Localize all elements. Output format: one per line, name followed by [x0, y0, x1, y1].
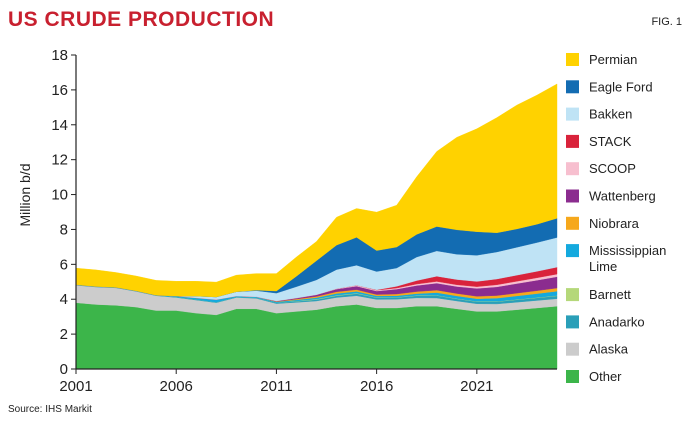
y-tick-label: 16: [51, 82, 68, 99]
legend-item-scoop: SCOOP: [566, 161, 636, 176]
legend-label: SCOOP: [589, 161, 636, 176]
x-tick-label: 2001: [59, 378, 92, 395]
legend-swatch: [566, 216, 579, 230]
x-tick-label: 2021: [460, 378, 493, 395]
legend-label: Mississippian: [589, 243, 666, 258]
legend-label: Barnett: [589, 287, 631, 302]
legend-label: STACK: [589, 134, 632, 149]
legend-label: Anadarko: [589, 314, 645, 329]
area-series-group: [75, 83, 558, 370]
x-tick-label: 2011: [260, 378, 292, 395]
legend-swatch: [566, 288, 579, 302]
axes-group: 0 2 4 6 8 10 12 14 16 18 2001 2006 2011 2016 2021: [51, 47, 557, 395]
legend-label: Lime: [589, 259, 617, 274]
legend-label: Other: [589, 369, 622, 384]
y-tick-label: 10: [51, 187, 68, 204]
area-permian: [75, 83, 558, 298]
legend-item-bakken: Bakken: [566, 107, 632, 122]
area-other: [75, 302, 558, 370]
legend-item-niobrara: Niobrara: [566, 216, 640, 231]
legend-label: Wattenberg: [589, 189, 656, 204]
legend-swatch: [566, 315, 579, 329]
y-tick-label: 6: [60, 256, 68, 273]
legend-item-other: Other: [566, 369, 622, 384]
legend-label: Permian: [589, 52, 637, 67]
legend-label: Eagle Ford: [589, 79, 653, 94]
legend-label: Niobrara: [589, 216, 640, 231]
y-tick-label: 18: [51, 47, 68, 64]
legend-item-alaska: Alaska: [566, 342, 629, 357]
legend-item-barnett: Barnett: [566, 287, 631, 302]
legend-swatch: [566, 370, 579, 383]
y-tick-label: 8: [60, 221, 68, 238]
legend-label: Alaska: [589, 342, 629, 357]
source-note: Source: IHS Markit: [8, 404, 92, 415]
y-tick-label: 0: [60, 361, 68, 378]
legend-swatch: [566, 342, 579, 356]
legend: Permian Eagle Ford Bakken STACK SCOOP Wattenb…: [566, 52, 666, 384]
figure-label: FIG. 1: [651, 16, 682, 28]
legend-item-anadarko: Anadarko: [566, 314, 645, 329]
y-tick-label: 12: [51, 152, 68, 169]
x-tick-label: 2016: [360, 378, 393, 395]
legend-swatch: [566, 134, 579, 148]
legend-item-wattenberg: Wattenberg: [566, 189, 656, 204]
legend-swatch: [566, 53, 579, 66]
legend-swatch: [566, 244, 579, 258]
legend-swatch: [566, 107, 579, 121]
legend-swatch: [566, 162, 579, 176]
legend-swatch: [566, 189, 579, 203]
x-tick-label: 2006: [160, 378, 193, 395]
chart-title: US CRUDE PRODUCTION: [8, 8, 274, 31]
y-tick-label: 2: [60, 326, 68, 343]
legend-item-eagle-ford: Eagle Ford: [566, 79, 653, 94]
y-tick-label: 14: [51, 117, 68, 134]
y-tick-label: 4: [60, 291, 68, 308]
y-axis-label: Million b/d: [17, 163, 33, 226]
legend-item-stack: STACK: [566, 134, 632, 149]
legend-item-permian: Permian: [566, 52, 637, 67]
legend-swatch: [566, 80, 579, 94]
legend-label: Bakken: [589, 107, 632, 122]
